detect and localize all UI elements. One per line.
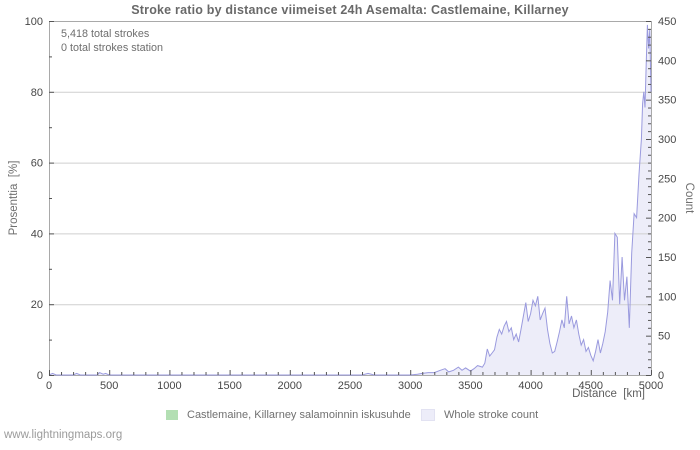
- tick-label: 50: [658, 331, 670, 343]
- tick-label: 3000: [398, 380, 422, 392]
- tick-label: 0: [46, 380, 52, 392]
- tick-label: 80: [31, 87, 43, 99]
- tick-label: 250: [658, 173, 676, 185]
- tick-label: 1500: [217, 380, 241, 392]
- tick-label: 40: [31, 228, 43, 240]
- stroke-ratio-swatch: [166, 410, 178, 420]
- right-axis-label: Count: [683, 182, 695, 214]
- tick-label: 0: [658, 370, 664, 382]
- chart-title: Stroke ratio by distance viimeiset 24h A…: [131, 3, 569, 17]
- legend-item-stroke-ratio: Castlemaine, Killarney salamoinnin iskus…: [166, 409, 411, 421]
- tick-label: 150: [658, 252, 676, 264]
- tick-label: 300: [658, 134, 676, 146]
- tick-label: 4500: [579, 380, 603, 392]
- tick-label: 5000: [639, 380, 663, 392]
- tick-label: 500: [100, 380, 118, 392]
- tick-labels: 0 500 1000 1500 2000 2500 3000 3500 4000 4500 5000…: [25, 16, 677, 392]
- stroke-ratio-legend-label: Castlemaine, Killarney salamoinnin iskus…: [187, 409, 411, 421]
- tick-label: 2500: [338, 380, 362, 392]
- stroke-count-swatch: [421, 409, 435, 421]
- legend: Castlemaine, Killarney salamoinnin iskus…: [0, 409, 700, 423]
- tick-label: 350: [658, 95, 676, 107]
- tick-label: 60: [31, 158, 43, 170]
- tick-label: 2000: [278, 380, 302, 392]
- tick-label: 400: [658, 55, 676, 67]
- total-strokes-text: 5,418 total strokes: [61, 28, 150, 40]
- gridlines: [49, 91, 651, 306]
- stroke-count-line: [48, 24, 652, 376]
- x-axis-label: Distance [km]: [572, 388, 645, 400]
- tick-label: 200: [658, 213, 676, 225]
- left-axis-label: Prosenttia [%]: [8, 160, 20, 236]
- site-watermark: www.lightningmaps.org: [4, 429, 123, 441]
- legend-item-stroke-count: Whole stroke count: [421, 409, 538, 421]
- tick-label: 4000: [518, 380, 542, 392]
- tick-label: 100: [658, 291, 676, 303]
- stroke-count-legend-label: Whole stroke count: [444, 409, 539, 421]
- tick-label: 20: [31, 299, 43, 311]
- tick-label: 0: [37, 370, 43, 382]
- totals-annotation: 5,418 total strokes 0 total strokes stat…: [61, 27, 163, 55]
- station-strokes-text: 0 total strokes station: [61, 42, 164, 54]
- stroke-count-area: [49, 24, 651, 376]
- tick-label: 1000: [157, 380, 181, 392]
- tick-label: 450: [658, 16, 676, 28]
- tick-label: 100: [25, 16, 43, 28]
- tick-label: 3500: [458, 380, 482, 392]
- axis-ticks: [49, 21, 652, 376]
